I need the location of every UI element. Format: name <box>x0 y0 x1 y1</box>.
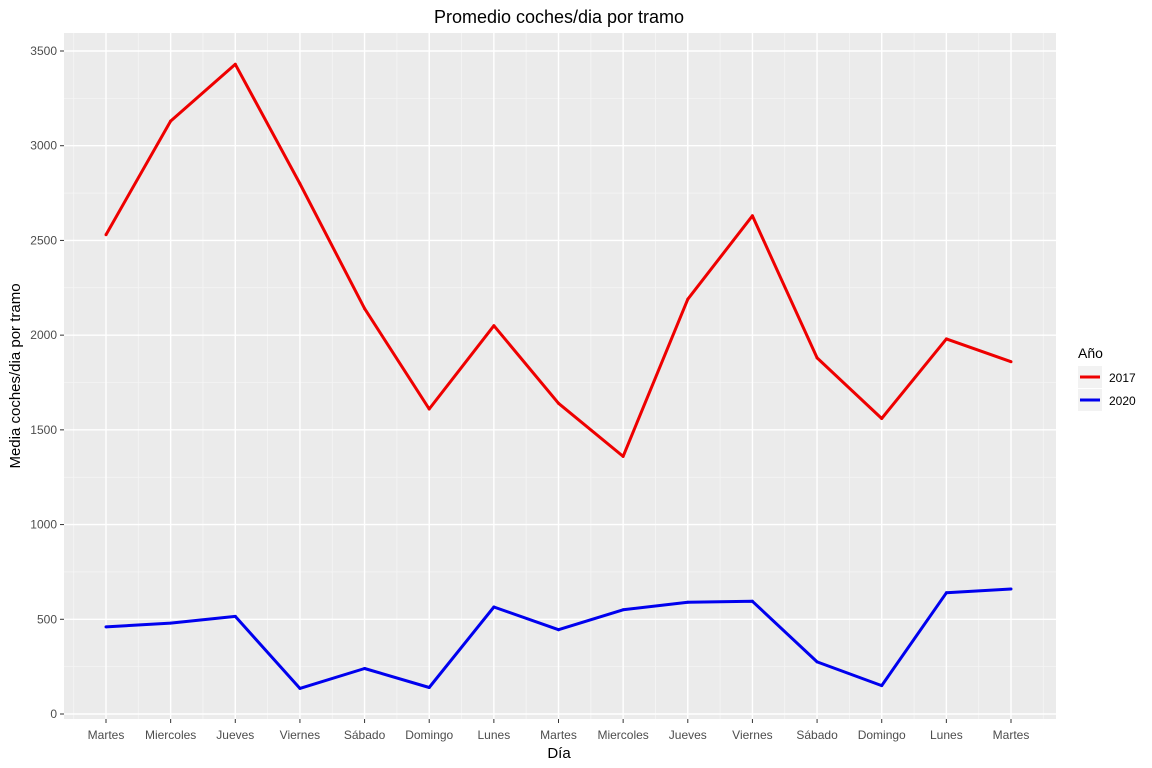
data-point-2017 <box>233 62 237 66</box>
data-point-2020 <box>104 625 108 629</box>
data-point-2020 <box>815 660 819 664</box>
x-tick-label: Sábado <box>344 728 386 742</box>
data-point-2020 <box>621 608 625 612</box>
data-point-2017 <box>815 356 819 360</box>
chart-title: Promedio coches/dia por tramo <box>434 7 684 27</box>
y-tick-label: 0 <box>50 707 57 721</box>
y-tick-label: 500 <box>37 612 57 626</box>
legend-label-2017: 2017 <box>1109 371 1136 385</box>
y-tick-label: 1500 <box>30 423 57 437</box>
data-point-2020 <box>880 684 884 688</box>
y-axis: 0 500 1000 1500 2000 2500 3000 3500 <box>30 44 64 721</box>
data-point-2020 <box>557 628 560 632</box>
grid-major <box>64 33 1056 719</box>
y-tick-label: 3000 <box>30 139 57 153</box>
data-point-2020 <box>750 599 754 603</box>
data-point-2017 <box>880 417 884 420</box>
x-tick-label: Lunes <box>478 728 511 742</box>
x-tick-label: Jueves <box>669 728 707 742</box>
x-tick-label: Martes <box>993 728 1030 742</box>
series-lines <box>104 62 1013 690</box>
x-tick-label: Miercoles <box>145 728 196 742</box>
legend-label-2020: 2020 <box>1109 394 1136 408</box>
data-point-2017 <box>621 454 625 458</box>
x-tick-label: Sábado <box>796 728 838 742</box>
legend-title: Año <box>1078 345 1103 361</box>
data-point-2020 <box>492 605 496 609</box>
x-tick-label: Jueves <box>216 728 254 742</box>
x-tick-label: Lunes <box>930 728 963 742</box>
data-point-2017 <box>427 407 431 411</box>
data-point-2020 <box>233 614 237 618</box>
data-point-2017 <box>363 307 367 311</box>
y-tick-label: 1000 <box>30 518 57 532</box>
y-tick-label: 2500 <box>30 233 57 247</box>
grid-minor <box>64 33 1056 719</box>
x-axis-title: Día <box>547 745 571 762</box>
x-tick-label: Martes <box>540 728 577 742</box>
x-tick-label: Martes <box>88 728 125 742</box>
y-tick-label: 3500 <box>30 44 57 58</box>
plot-panel <box>64 33 1056 719</box>
data-point-2017 <box>298 182 302 186</box>
data-point-2017 <box>750 214 754 218</box>
x-tick-label: Viernes <box>732 728 772 742</box>
data-point-2017 <box>492 324 496 328</box>
data-point-2017 <box>1009 360 1013 364</box>
x-tick-label: Domingo <box>405 728 453 742</box>
legend: Año 2017 2020 <box>1078 345 1136 411</box>
x-tick-label: Viernes <box>280 728 320 742</box>
data-point-2017 <box>169 119 173 123</box>
data-point-2020 <box>298 686 302 690</box>
data-point-2020 <box>363 667 367 670</box>
data-point-2020 <box>169 621 173 625</box>
data-point-2017 <box>557 401 560 405</box>
x-tick-label: Miercoles <box>597 728 648 742</box>
data-point-2017 <box>104 233 108 237</box>
data-point-2020 <box>686 600 690 604</box>
data-point-2020 <box>1009 587 1013 591</box>
data-point-2017 <box>686 297 690 301</box>
y-tick-label: 2000 <box>30 328 57 342</box>
data-point-2020 <box>427 686 431 689</box>
y-axis-title: Media coches/dia por tramo <box>7 283 24 468</box>
data-point-2017 <box>944 337 948 341</box>
x-tick-label: Domingo <box>858 728 906 742</box>
x-axis: Martes Miercoles Jueves Viernes Sábado Doming… <box>88 719 1030 742</box>
data-point-2020 <box>944 591 948 595</box>
